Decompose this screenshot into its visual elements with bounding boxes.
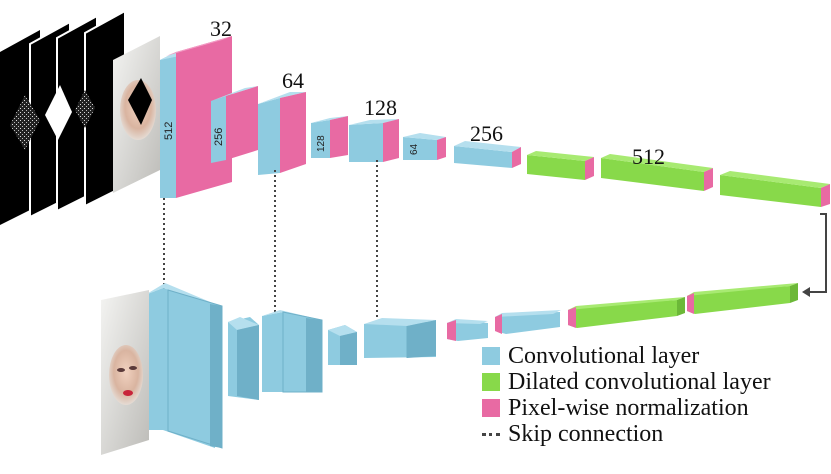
dilated-swatch [482, 373, 500, 391]
decoder-dilated-1 [568, 297, 685, 328]
channel-label-256: 256 [470, 121, 503, 146]
decoder-conv-2 [228, 317, 259, 400]
encoder-conv-256 [211, 86, 258, 163]
legend-label-normalization: Pixel-wise normalization [508, 395, 749, 421]
encoder-conv-128 [311, 116, 348, 158]
encoder-dilated-3 [720, 171, 830, 207]
channel-label-32: 32 [210, 16, 232, 41]
legend-label-convolutional: Convolutional layer [508, 343, 700, 369]
encoder-dilated-1 [527, 151, 594, 180]
legend: Convolutional layer Dilated convolutiona… [482, 343, 827, 447]
decoder-dilated-2 [687, 283, 798, 314]
decoder [145, 283, 798, 449]
legend-item-convolutional: Convolutional layer [482, 343, 827, 369]
masked-face-image [113, 36, 160, 193]
legend-item-skip: Skip connection [482, 421, 827, 447]
side-label-128: 128 [316, 135, 327, 152]
encoder [160, 36, 830, 207]
side-label-64: 64 [409, 143, 420, 155]
encoder-conv-256ch [454, 141, 521, 168]
legend-item-normalization: Pixel-wise normalization [482, 395, 827, 421]
input-mask-stack [0, 9, 126, 225]
legend-label-skip: Skip connection [508, 421, 664, 447]
skip-connections [163, 160, 378, 325]
normalization-swatch [482, 399, 500, 417]
encoder-conv-64 [403, 133, 446, 160]
legend-label-dilated: Dilated convolutional layer [508, 369, 771, 395]
encoder-side-labels: 512 256 128 64 [163, 122, 420, 155]
decoder-conv-6 [447, 319, 488, 341]
decoder-conv-4 [328, 325, 357, 365]
decoder-conv-7 [495, 310, 561, 334]
encoder-conv-128ch [349, 119, 399, 162]
encoder-dilated-2 [601, 154, 713, 191]
side-label-512: 512 [163, 122, 175, 140]
encoder-channel-labels: 32 64 128 256 512 [210, 16, 665, 169]
skip-connection-swatch [482, 432, 500, 436]
decoder-conv-5 [364, 318, 436, 358]
legend-item-dilated: Dilated convolutional layer [482, 369, 827, 395]
restored-face-image [101, 290, 149, 455]
decoder-conv-1 [145, 283, 223, 449]
channel-label-128: 128 [364, 95, 397, 120]
decoder-conv-3 [262, 310, 323, 393]
channel-label-64: 64 [282, 68, 304, 93]
encoder-conv-64ch [258, 92, 306, 175]
convolutional-swatch [482, 347, 500, 365]
bottleneck-arrow [802, 213, 827, 297]
side-label-256: 256 [213, 128, 225, 146]
channel-label-512: 512 [632, 144, 665, 169]
